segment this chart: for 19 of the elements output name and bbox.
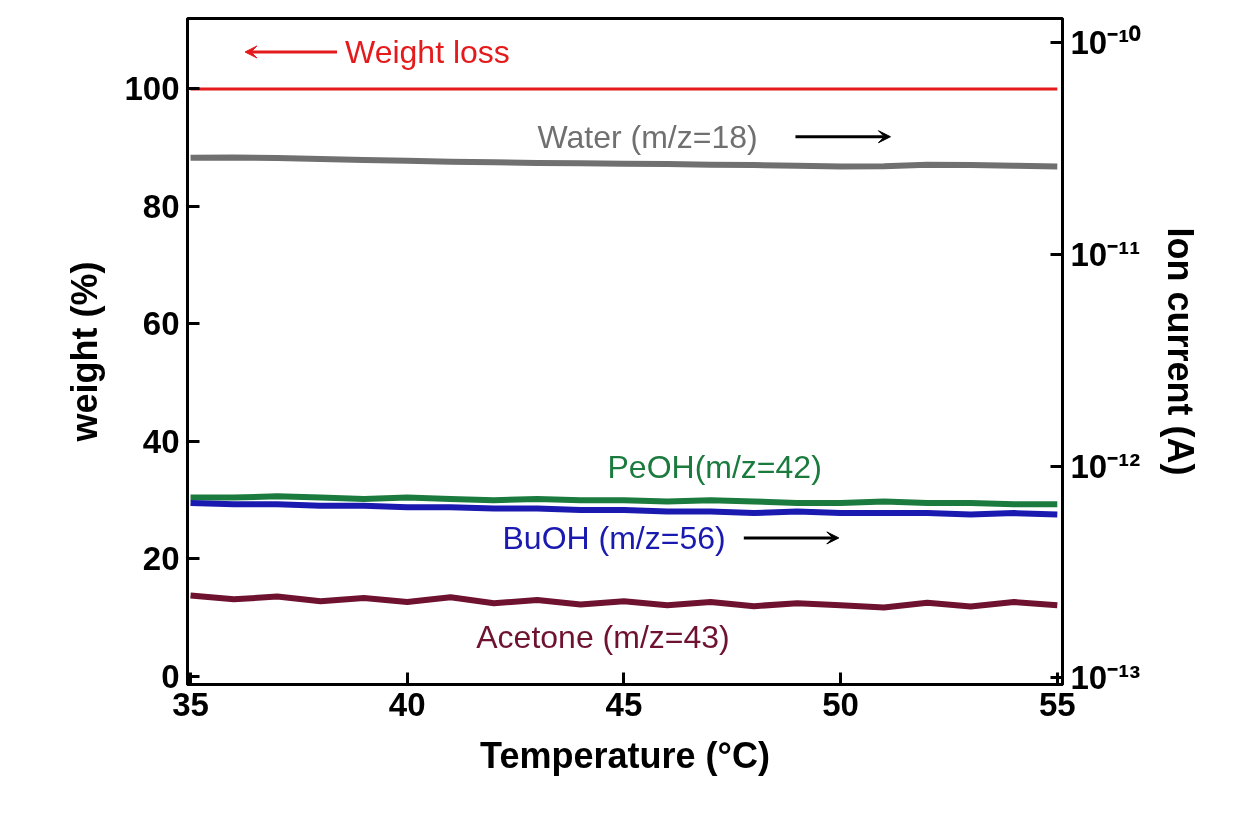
x-tick-label: 45	[605, 685, 643, 723]
y2-tick-label: 10⁻¹²	[1070, 447, 1141, 485]
y2-tick-label: 10⁻¹⁰	[1070, 24, 1142, 62]
series-label: Weight loss	[345, 33, 510, 70]
series-label: Water (m/z=18)	[537, 118, 758, 155]
y-tick-label: 80	[142, 187, 180, 225]
y2-axis-title: Ion current (A)	[1160, 227, 1202, 476]
x-axis-title: Temperature (°C)	[480, 734, 770, 776]
x-tick-label: 40	[388, 685, 426, 723]
x-tick-label: 50	[822, 685, 859, 723]
y-tick-label: 100	[124, 70, 180, 108]
y-tick-label: 60	[142, 305, 180, 343]
series-label: PeOH(m/z=42)	[607, 448, 822, 485]
y-axis-title: weight (%)	[64, 261, 106, 443]
y2-tick-label: 10⁻¹¹	[1070, 235, 1141, 273]
series-label: Acetone (m/z=43)	[476, 619, 730, 656]
series-label: BuOH (m/z=56)	[502, 519, 726, 556]
y-tick-label: 20	[142, 540, 180, 578]
y-tick-label: 40	[142, 422, 180, 460]
